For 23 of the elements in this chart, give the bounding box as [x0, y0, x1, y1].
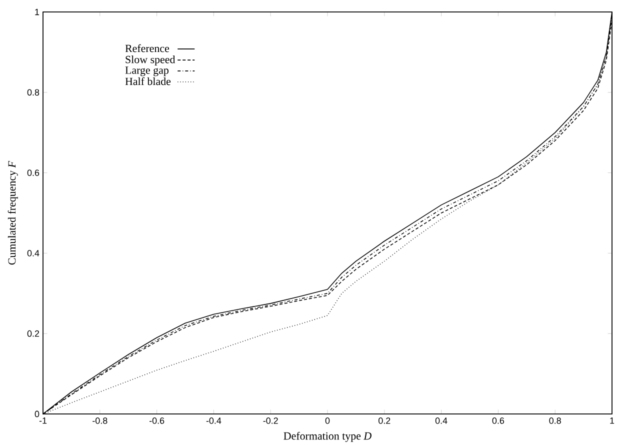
- y-tick-label: 0.2: [27, 330, 40, 337]
- y-tick-label: 0.8: [27, 89, 40, 96]
- legend-label: Slow speed: [126, 56, 176, 66]
- legend-label: Large gap: [125, 66, 168, 76]
- y-tick-label: 0.6: [27, 170, 40, 176]
- y-tick-label: 1: [35, 8, 40, 16]
- legend-label: Half blade: [125, 77, 171, 86]
- x-tick-label: 0.4: [435, 418, 448, 424]
- x-tick-label: 0.8: [549, 418, 561, 424]
- x-tick-label: 0.6: [492, 418, 504, 424]
- x-tick-label: -0.4: [206, 418, 222, 424]
- x-tick-label: 0: [325, 418, 330, 424]
- y-tick-label: 0: [34, 410, 40, 418]
- x-tick-label: -0.6: [149, 418, 164, 424]
- y-tick-label: 0.4: [27, 250, 40, 256]
- y-axis-title: Cumulated frequency F: [8, 160, 18, 265]
- x-tick-label: -1: [39, 418, 47, 424]
- x-tick-label: -0.2: [263, 418, 278, 424]
- x-tick-label: 0.2: [378, 418, 390, 424]
- x-tick-label: 1: [610, 418, 614, 424]
- x-tick-label: -0.8: [92, 418, 108, 424]
- legend-label: Reference: [125, 44, 170, 52]
- x-axis-title: Deformation type D: [284, 432, 372, 442]
